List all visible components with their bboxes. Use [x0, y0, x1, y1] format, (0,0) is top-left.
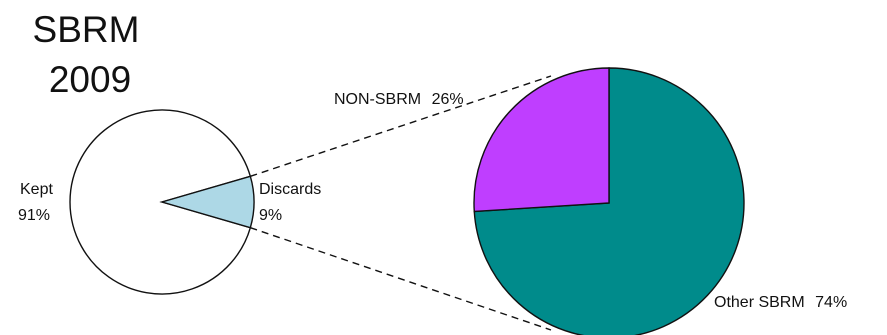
pie-chart-discards-breakdown [473, 67, 745, 335]
slice-value-discards: 9% [259, 207, 282, 224]
slice-label-non-sbrm-name: NON-SBRM [334, 91, 421, 108]
connector-line-bottom [250, 227, 552, 331]
pie-chart-total-catch [69, 109, 255, 295]
chart-title-line-1: SBRM [33, 9, 140, 50]
slice-label-discards: Discards [259, 181, 321, 198]
connector-lines [250, 75, 552, 331]
slice-label-other-sbrm-name: Other SBRM [714, 294, 805, 311]
connector-line-top [250, 75, 552, 177]
slice-value-other-sbrm: 74% [815, 294, 847, 311]
slice-value-non-sbrm: 26% [432, 91, 464, 108]
pie-slice-non-sbrm [473, 67, 610, 213]
slice-label-non-sbrm: NON-SBRM 26% [334, 91, 464, 108]
slice-value-kept: 91% [18, 207, 50, 224]
slice-label-kept: Kept [20, 181, 53, 198]
pie-slice-discards [159, 175, 255, 229]
slice-label-other-sbrm: Other SBRM 74% [714, 294, 847, 311]
chart-title-line-2: 2009 [49, 59, 131, 100]
